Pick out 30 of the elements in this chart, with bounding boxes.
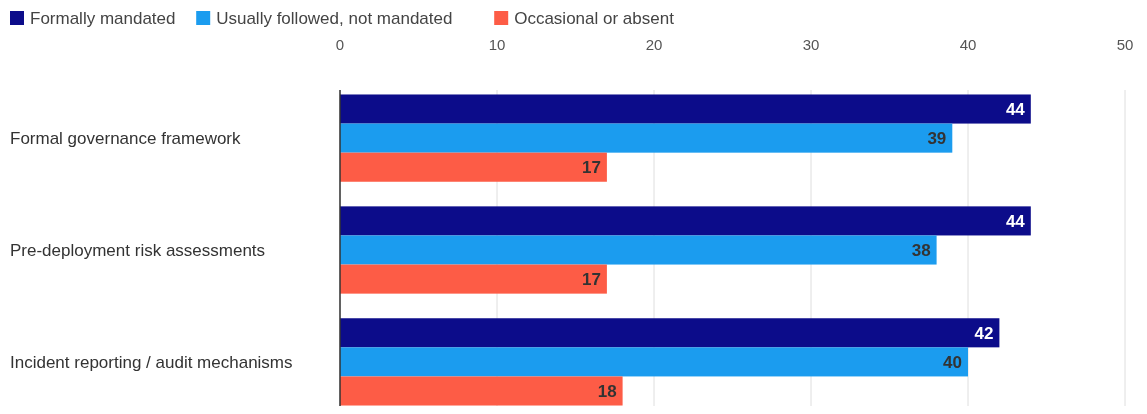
y-tick-label: Formal governance framework xyxy=(10,129,242,149)
bar xyxy=(340,347,968,377)
x-tick-label: 40 xyxy=(959,36,977,53)
bar xyxy=(340,264,607,294)
bar xyxy=(340,94,1031,124)
y-tick-label: Pre-deployment risk assessments xyxy=(10,241,266,260)
data-label: 42 xyxy=(974,323,994,343)
x-tick-label: 20 xyxy=(645,36,663,53)
bar xyxy=(340,376,623,406)
x-tick-label: 10 xyxy=(488,36,506,53)
x-tick-label: 30 xyxy=(802,36,820,53)
data-label: 18 xyxy=(597,381,617,401)
bar xyxy=(340,206,1031,236)
legend-label: Occasional or absent xyxy=(514,9,675,28)
bar xyxy=(340,123,953,153)
bar xyxy=(340,235,937,265)
data-label: 17 xyxy=(581,158,601,178)
legend-label: Formally mandated xyxy=(30,9,176,28)
data-label: 44 xyxy=(1005,100,1026,120)
bar xyxy=(340,318,1000,348)
bar xyxy=(340,152,607,182)
x-tick-label: 50 xyxy=(1116,36,1134,53)
data-label: 17 xyxy=(581,270,601,290)
data-label: 38 xyxy=(911,241,931,260)
data-label: 39 xyxy=(927,129,947,149)
data-label: 40 xyxy=(943,352,962,372)
data-label: 44 xyxy=(1005,211,1026,231)
legend-label: Usually followed, not mandated xyxy=(216,9,453,28)
y-tick-label: Incident reporting / audit mechanisms xyxy=(10,352,293,372)
x-tick-label: 0 xyxy=(335,36,345,53)
